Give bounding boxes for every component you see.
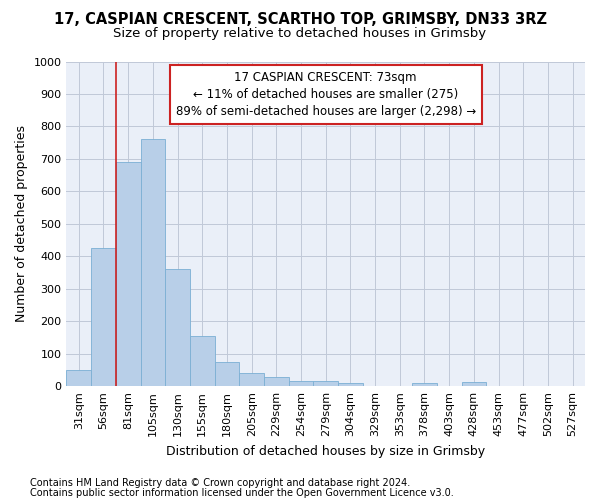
Y-axis label: Number of detached properties: Number of detached properties xyxy=(15,126,28,322)
Bar xyxy=(289,380,313,386)
Bar xyxy=(313,380,338,386)
Bar xyxy=(412,383,437,386)
Bar xyxy=(140,140,165,386)
Bar xyxy=(190,336,215,386)
Text: Size of property relative to detached houses in Grimsby: Size of property relative to detached ho… xyxy=(113,28,487,40)
X-axis label: Distribution of detached houses by size in Grimsby: Distribution of detached houses by size … xyxy=(166,444,485,458)
Text: 17 CASPIAN CRESCENT: 73sqm
← 11% of detached houses are smaller (275)
89% of sem: 17 CASPIAN CRESCENT: 73sqm ← 11% of deta… xyxy=(176,71,476,118)
Bar xyxy=(338,383,363,386)
Text: Contains HM Land Registry data © Crown copyright and database right 2024.: Contains HM Land Registry data © Crown c… xyxy=(30,478,410,488)
Bar xyxy=(91,248,116,386)
Bar xyxy=(264,377,289,386)
Text: 17, CASPIAN CRESCENT, SCARTHO TOP, GRIMSBY, DN33 3RZ: 17, CASPIAN CRESCENT, SCARTHO TOP, GRIMS… xyxy=(53,12,547,28)
Bar xyxy=(215,362,239,386)
Bar xyxy=(165,270,190,386)
Bar xyxy=(461,382,486,386)
Text: Contains public sector information licensed under the Open Government Licence v3: Contains public sector information licen… xyxy=(30,488,454,498)
Bar xyxy=(67,370,91,386)
Bar xyxy=(116,162,140,386)
Bar xyxy=(239,373,264,386)
